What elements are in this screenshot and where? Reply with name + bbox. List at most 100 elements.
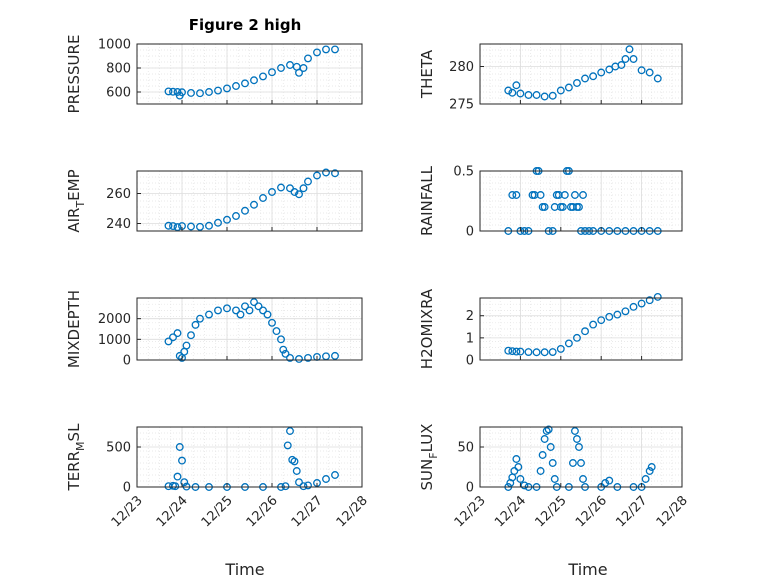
data-point-marker — [577, 459, 585, 467]
y-axis-label: SUNFLUX — [418, 424, 440, 491]
data-point-marker — [263, 310, 272, 319]
data-point-marker — [169, 87, 177, 96]
data-point-marker — [508, 88, 517, 97]
data-point-marker — [564, 83, 573, 92]
data-point-marker — [540, 435, 549, 443]
x-tick-label: 12/24 — [154, 493, 191, 530]
data-point-marker — [173, 472, 182, 481]
data-point-marker — [573, 79, 581, 87]
data-point-marker — [558, 203, 567, 211]
y-axis-label: H2OMIXRA — [418, 288, 436, 369]
y-tick-label: 0 — [123, 354, 131, 369]
y-axis-label: AIRTEMP — [65, 169, 87, 232]
data-point-marker — [504, 346, 513, 355]
x-tick-label: 12/26 — [244, 493, 281, 530]
subplot-1: 600 800 1000 PRESSURE — [65, 35, 363, 114]
data-point-marker — [516, 347, 525, 356]
data-point-marker — [512, 455, 521, 463]
data-point-marker — [169, 333, 177, 342]
data-point-marker — [277, 64, 285, 72]
data-point-marker — [504, 86, 513, 95]
data-point-marker — [164, 87, 173, 96]
data-point-marker — [236, 310, 245, 319]
data-point-marker — [322, 45, 330, 54]
data-point-marker — [621, 55, 630, 63]
data-point-marker — [510, 467, 519, 475]
data-point-marker — [241, 206, 249, 215]
data-point-marker — [540, 203, 549, 211]
data-point-marker — [524, 348, 533, 356]
data-point-marker — [322, 168, 330, 177]
data-point-marker — [214, 86, 222, 95]
y-tick-label: 0 — [466, 354, 474, 369]
data-point-marker — [589, 320, 598, 329]
data-point-marker — [617, 61, 626, 69]
data-point-marker — [178, 456, 186, 465]
data-point-marker — [268, 318, 276, 327]
data-point-marker — [205, 310, 213, 319]
data-point-marker — [175, 351, 184, 360]
data-point-marker — [514, 463, 523, 471]
data-point-marker — [279, 345, 288, 354]
data-point-marker — [556, 344, 565, 353]
data-point-marker — [299, 184, 308, 193]
data-point-marker — [245, 306, 254, 315]
data-point-marker — [573, 435, 581, 443]
data-point-marker — [508, 347, 517, 356]
data-point-marker — [536, 467, 545, 475]
data-point-marker — [653, 74, 662, 83]
data-point-marker — [575, 203, 583, 211]
data-point-marker — [564, 339, 573, 348]
data-point-marker — [214, 306, 222, 315]
data-point-marker — [512, 191, 521, 199]
data-point-marker — [568, 459, 577, 467]
data-point-marker — [241, 302, 249, 311]
axes-frame — [479, 43, 683, 105]
data-point-marker — [299, 482, 308, 491]
data-point-marker — [581, 74, 589, 83]
axes-frame — [479, 426, 683, 488]
data-point-marker — [570, 191, 579, 199]
data-point-marker — [641, 475, 650, 483]
data-point-marker — [286, 427, 294, 435]
x-tick-label: 12/24 — [492, 493, 529, 530]
y-tick-label: 500 — [106, 441, 131, 456]
x-tick-label: 12/23 — [452, 493, 489, 530]
y-axis-label: TERRMSL — [65, 423, 87, 492]
x-tick-label: 12/27 — [613, 493, 650, 530]
data-point-marker — [645, 467, 654, 475]
data-point-marker — [516, 89, 525, 98]
data-point-marker — [272, 327, 281, 336]
data-point-marker — [548, 459, 557, 467]
data-point-marker — [546, 443, 555, 451]
y-tick-label: 1000 — [98, 333, 131, 348]
data-point-marker — [259, 72, 267, 81]
data-point-marker — [295, 68, 303, 77]
data-point-marker — [645, 296, 654, 305]
data-point-marker — [597, 68, 606, 77]
axes-frame — [136, 426, 363, 488]
data-point-marker — [250, 298, 258, 307]
data-point-marker — [304, 54, 312, 63]
data-point-marker — [532, 91, 541, 99]
data-point-marker — [232, 306, 240, 315]
data-point-marker — [223, 84, 231, 93]
data-point-marker — [520, 481, 529, 490]
y-tick-label: 600 — [106, 86, 131, 101]
subplot-3: 240 260 AIRTEMP — [65, 168, 363, 233]
data-point-marker — [164, 221, 173, 230]
data-point-marker — [223, 304, 231, 313]
x-tick-label: 12/25 — [199, 493, 236, 530]
data-point-marker — [191, 320, 200, 329]
data-point-marker — [313, 171, 321, 180]
data-point-marker — [286, 353, 294, 362]
data-point-marker — [295, 355, 303, 363]
data-point-marker — [277, 183, 285, 192]
x-tick-label: 12/28 — [334, 493, 371, 530]
y-axis-label: PRESSURE — [65, 35, 83, 114]
data-point-marker — [601, 479, 610, 487]
figure-title: Figure 2 high — [189, 16, 302, 34]
data-point-marker — [544, 425, 553, 434]
data-point-marker — [621, 307, 630, 316]
y-tick-label: 1 — [466, 331, 474, 346]
